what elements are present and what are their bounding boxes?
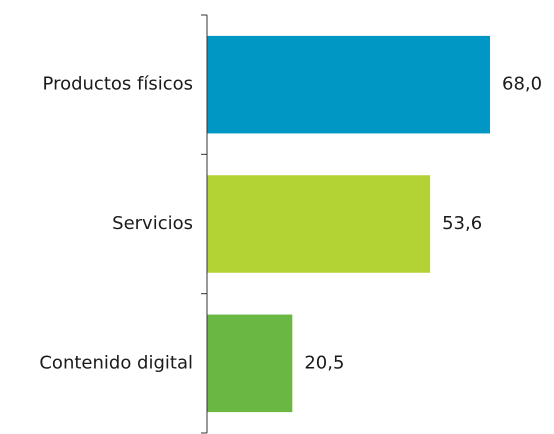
value-label: 20,5 [304,352,344,373]
category-label: Productos físicos [43,74,193,95]
value-label: 68,0 [502,74,542,95]
bar [207,314,293,413]
category-label: Servicios [112,213,193,234]
bar [207,35,490,134]
bar [207,175,431,273]
value-label: 53,6 [442,213,482,234]
category-label: Contenido digital [39,352,193,373]
